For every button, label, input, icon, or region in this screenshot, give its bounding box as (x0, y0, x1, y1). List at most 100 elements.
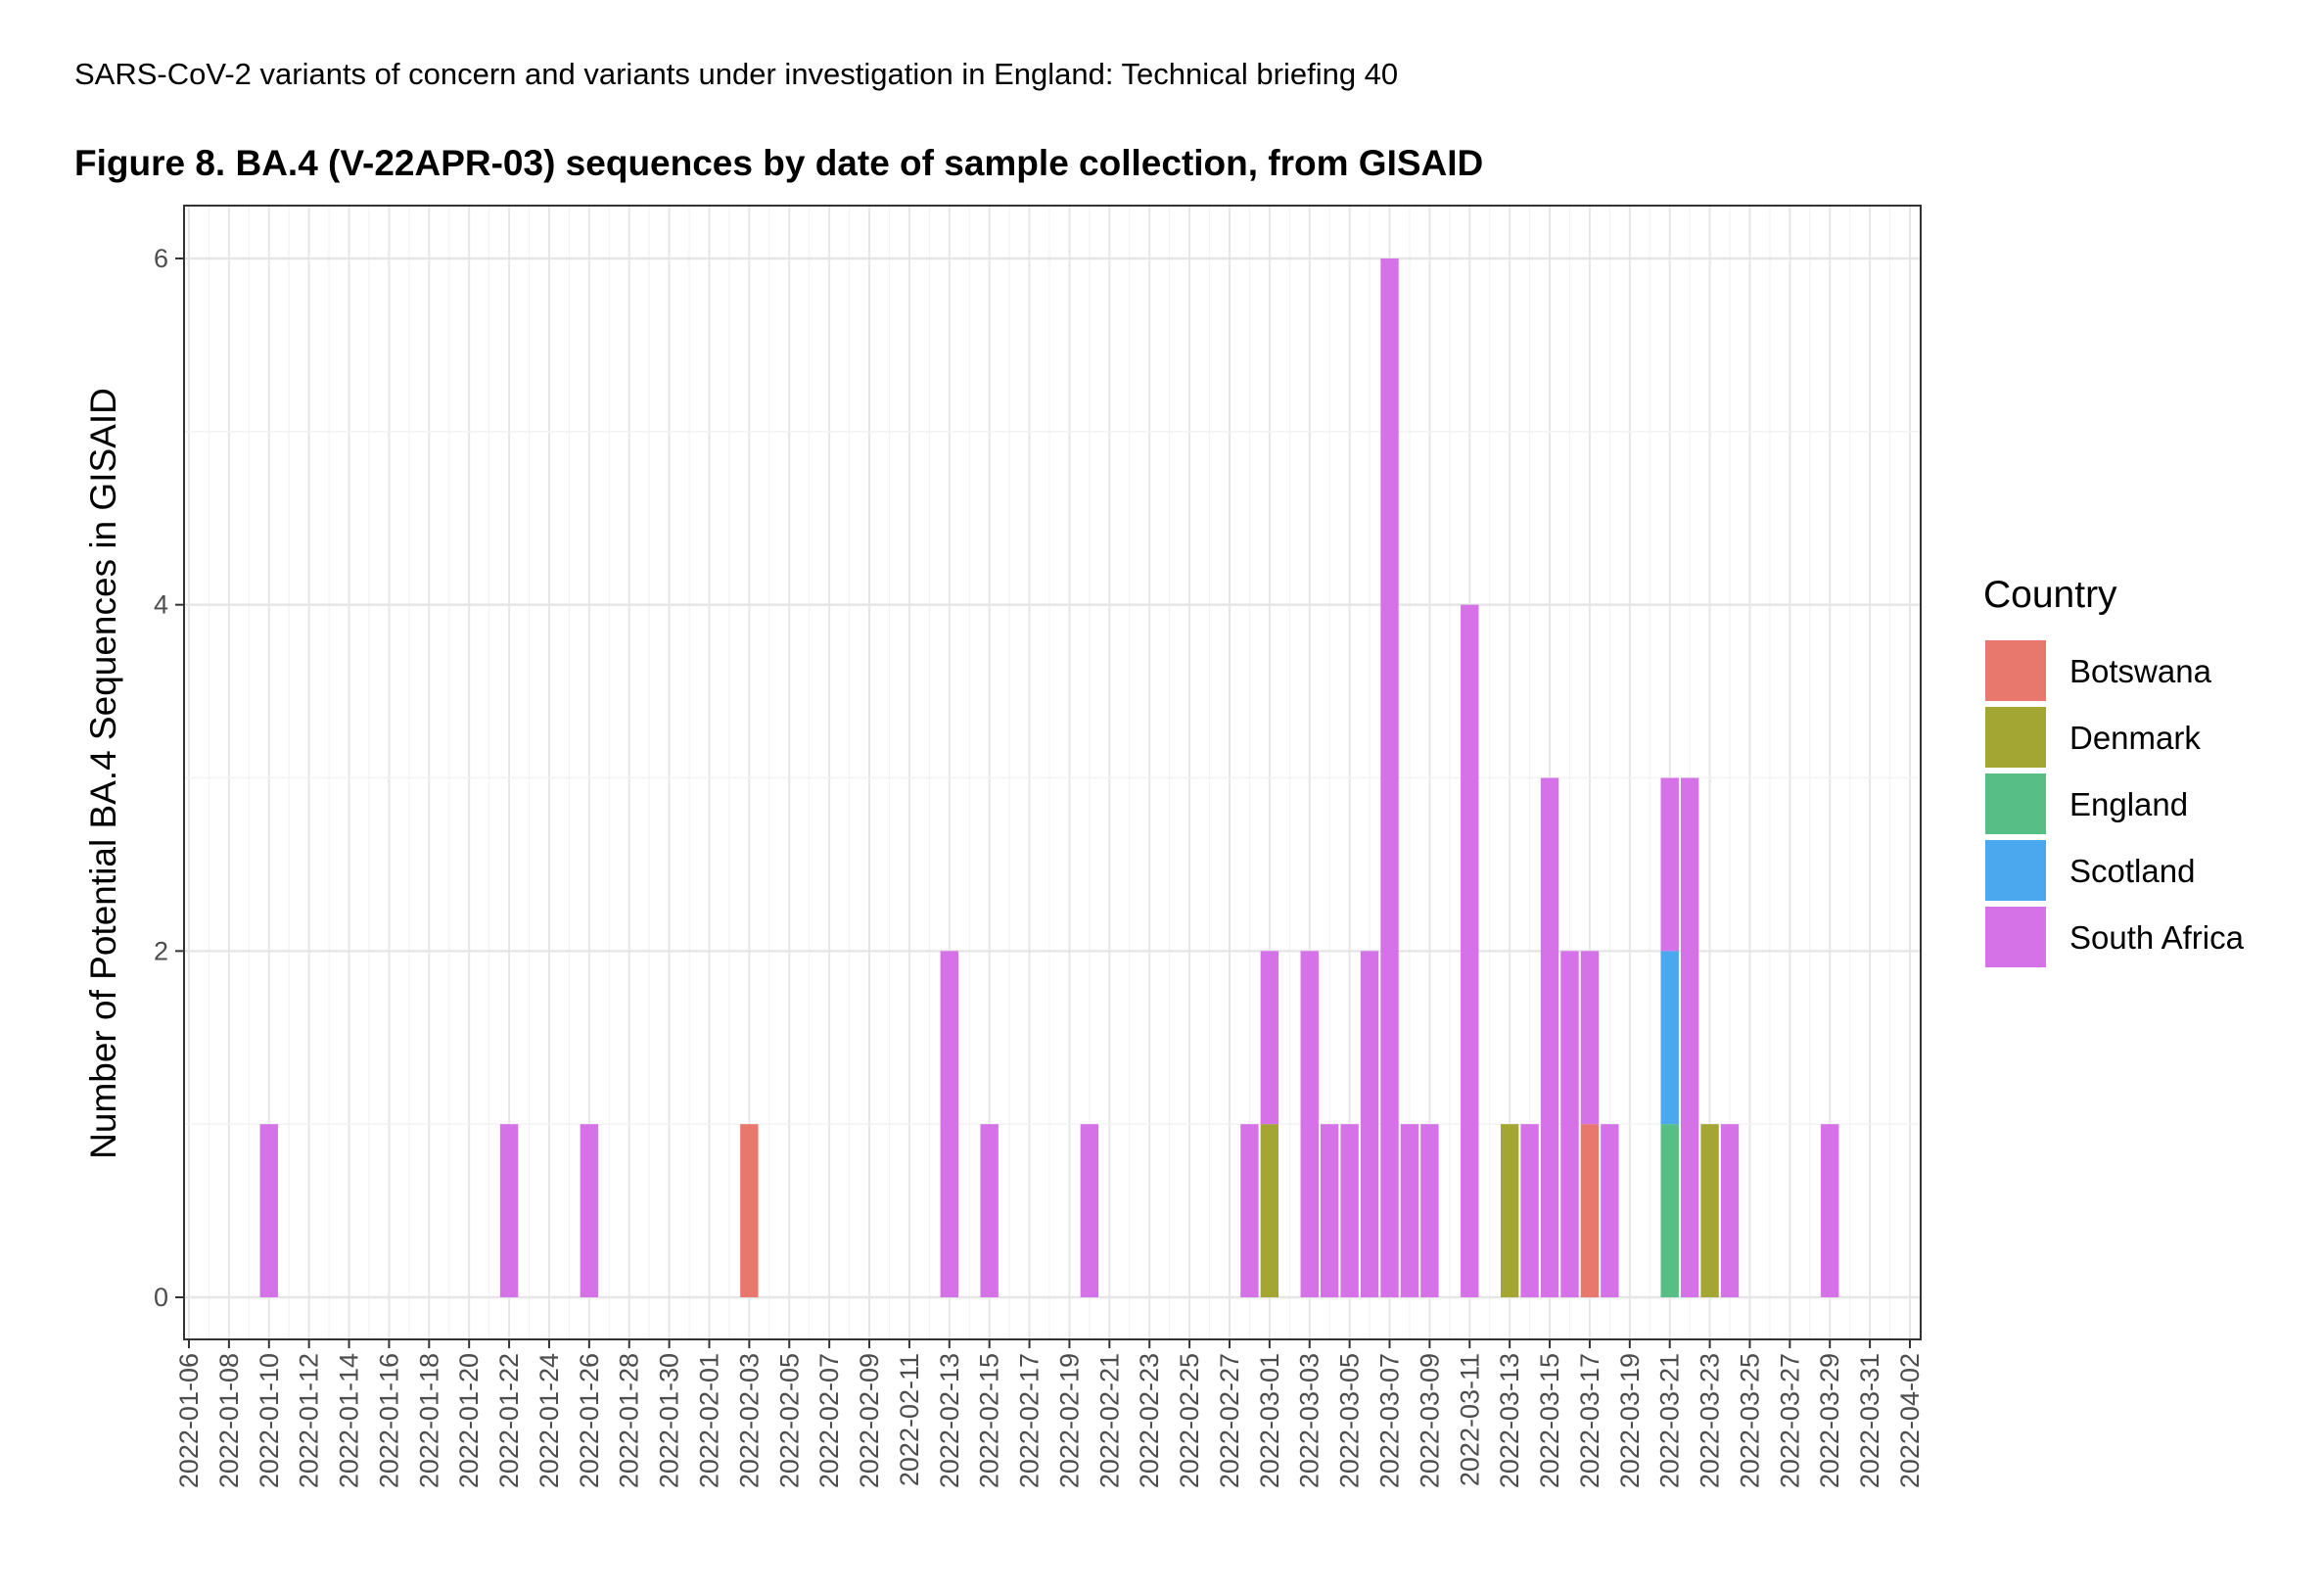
x-tick-label: 2022-02-05 (774, 1353, 804, 1488)
legend-key-botswana (1985, 640, 2046, 701)
bar-segment-south-africa (1560, 951, 1579, 1297)
bar-segment-south-africa (1520, 1124, 1539, 1297)
legend-key-scotland (1985, 840, 2046, 901)
bar-segment-south-africa (1360, 951, 1379, 1297)
x-tick-label: 2022-02-11 (895, 1353, 924, 1486)
bar-segment-south-africa (940, 951, 958, 1297)
bar-segment-south-africa (499, 1124, 519, 1297)
x-tick-label: 2022-02-19 (1054, 1353, 1084, 1488)
legend: Country Botswana Denmark England Scotland Sou… (1983, 574, 2245, 967)
bar-segment-south-africa (1400, 1124, 1419, 1297)
y-tick-label: 4 (154, 590, 168, 620)
legend-key-denmark (1985, 707, 2046, 768)
bar-segment-scotland (1660, 951, 1679, 1125)
bar-segment-south-africa (1080, 1124, 1099, 1297)
x-tick-label: 2022-03-23 (1696, 1353, 1725, 1488)
figure-title: Figure 8. BA.4 (V-22APR-03) sequences by… (74, 143, 1484, 183)
x-tick-label: 2022-02-27 (1215, 1353, 1244, 1488)
x-tick-label: 2022-01-08 (214, 1353, 244, 1488)
legend-title: Country (1983, 574, 2117, 616)
x-tick-label: 2022-02-03 (734, 1353, 764, 1488)
bar-segment-south-africa (1340, 1124, 1359, 1297)
x-tick-label: 2022-03-21 (1655, 1353, 1685, 1488)
x-tick-label: 2022-03-17 (1575, 1353, 1604, 1488)
x-tick-label: 2022-04-02 (1895, 1353, 1925, 1488)
bar-segment-botswana (1580, 1124, 1600, 1297)
legend-key-south-africa (1985, 907, 2046, 967)
bar-segment-england (1660, 1124, 1679, 1297)
x-tick-label: 2022-02-17 (1015, 1353, 1045, 1488)
x-tick-label: 2022-01-10 (255, 1353, 284, 1488)
bar-segment-south-africa (259, 1124, 278, 1297)
legend-label: Denmark (2069, 720, 2201, 756)
bar-segment-south-africa (1821, 1124, 1839, 1297)
bar-segment-denmark (1700, 1124, 1719, 1297)
x-tick-label: 2022-03-11 (1455, 1353, 1484, 1486)
x-tick-label: 2022-03-07 (1375, 1353, 1405, 1488)
x-tick-label: 2022-03-01 (1255, 1353, 1284, 1488)
bar-segment-denmark (1260, 1124, 1279, 1297)
legend-key-england (1985, 773, 2046, 834)
bar-segment-south-africa (1720, 1124, 1740, 1297)
x-tick-label: 2022-02-09 (855, 1353, 884, 1488)
x-tick-label: 2022-01-16 (374, 1353, 403, 1488)
x-tick-label: 2022-03-13 (1495, 1353, 1524, 1488)
x-tick-label: 2022-02-25 (1175, 1353, 1204, 1488)
x-tick-label: 2022-03-31 (1855, 1353, 1884, 1488)
x-tick-label: 2022-02-13 (935, 1353, 964, 1488)
bar-segment-south-africa (1420, 1124, 1439, 1297)
bar-segment-south-africa (1540, 777, 1559, 1297)
x-tick-label: 2022-03-29 (1815, 1353, 1844, 1488)
bar-segment-south-africa (580, 1124, 599, 1297)
x-tick-label: 2022-01-06 (174, 1353, 204, 1488)
legend-label: Botswana (2069, 653, 2212, 689)
x-tick-label: 2022-01-28 (615, 1353, 644, 1488)
legend-label: Scotland (2069, 853, 2195, 889)
x-tick-label: 2022-03-05 (1335, 1353, 1365, 1488)
y-tick-label: 2 (154, 936, 168, 965)
y-tick-label: 0 (154, 1283, 168, 1312)
bar-segment-south-africa (980, 1124, 999, 1297)
x-tick-label: 2022-01-20 (454, 1353, 484, 1488)
document-header: SARS-CoV-2 variants of concern and varia… (74, 57, 1399, 91)
x-tick-label: 2022-03-09 (1415, 1353, 1444, 1488)
x-axis: 2022-01-06 2022-01-08 2022-01-10 2022-01-12… (174, 1339, 1925, 1488)
x-tick-label: 2022-03-27 (1775, 1353, 1804, 1488)
legend-label: South Africa (2069, 919, 2245, 956)
bar-segment-south-africa (1580, 951, 1600, 1125)
x-tick-label: 2022-02-01 (694, 1353, 723, 1488)
x-tick-label: 2022-01-22 (494, 1353, 524, 1488)
y-axis: 0 2 4 6 (154, 244, 184, 1312)
bar-segment-south-africa (1380, 258, 1399, 1297)
x-tick-label: 2022-01-30 (655, 1353, 684, 1488)
x-tick-label: 2022-02-07 (814, 1353, 844, 1488)
bar-segment-south-africa (1680, 777, 1699, 1297)
bar-segment-south-africa (1461, 604, 1479, 1297)
bar-segment-south-africa (1660, 777, 1679, 952)
x-tick-label: 2022-01-14 (335, 1353, 364, 1488)
bars-layer (259, 258, 1839, 1297)
grid-layer (184, 206, 1921, 1339)
x-tick-label: 2022-01-26 (575, 1353, 604, 1488)
x-tick-label: 2022-03-25 (1735, 1353, 1764, 1488)
x-tick-label: 2022-03-19 (1615, 1353, 1645, 1488)
bar-segment-botswana (740, 1124, 759, 1297)
x-tick-label: 2022-02-15 (975, 1353, 1004, 1488)
x-tick-label: 2022-03-15 (1535, 1353, 1564, 1488)
bar-segment-south-africa (1260, 951, 1279, 1125)
x-tick-label: 2022-01-12 (295, 1353, 324, 1488)
bar-segment-denmark (1500, 1124, 1519, 1297)
bar-segment-south-africa (1240, 1124, 1259, 1297)
bar-segment-south-africa (1320, 1124, 1339, 1297)
x-tick-label: 2022-03-03 (1295, 1353, 1325, 1488)
y-tick-label: 6 (154, 244, 168, 273)
x-tick-label: 2022-02-23 (1135, 1353, 1164, 1488)
bar-segment-south-africa (1300, 951, 1319, 1297)
plot-panel-border (183, 205, 1922, 1340)
x-tick-label: 2022-02-21 (1094, 1353, 1124, 1488)
x-tick-label: 2022-01-18 (414, 1353, 443, 1488)
legend-label: England (2069, 786, 2188, 822)
x-tick-label: 2022-01-24 (535, 1353, 564, 1488)
y-axis-label: Number of Potential BA.4 Sequences in GI… (83, 388, 123, 1159)
